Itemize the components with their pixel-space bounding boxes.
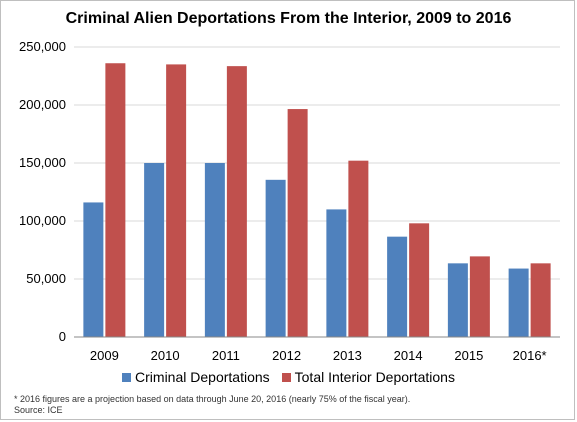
bar-total: [530, 263, 551, 337]
bar-total: [166, 64, 187, 338]
legend-swatch-criminal: [122, 372, 132, 382]
y-tick-label: 250,000: [19, 39, 66, 54]
x-tick-label: 2015: [454, 348, 483, 363]
bar-criminal: [387, 236, 408, 337]
legend-item-total: Total Interior Deportations: [281, 369, 455, 385]
bar-criminal: [83, 202, 104, 337]
x-tick-label: 2016*: [513, 348, 547, 363]
bar-criminal: [204, 163, 225, 337]
chart-title: Criminal Alien Deportations From the Int…: [65, 10, 512, 27]
footnote: * 2016 figures are a projection based on…: [14, 394, 410, 416]
y-tick-label: 0: [59, 329, 66, 344]
x-tick-label: 2009: [90, 348, 119, 363]
x-tick-label: 2012: [272, 348, 301, 363]
bar-total: [287, 109, 308, 337]
legend-label-criminal: Criminal Deportations: [135, 369, 270, 385]
bar-criminal: [144, 163, 165, 337]
legend: Criminal Deportations Total Interior Dep…: [0, 369, 577, 385]
bar-total: [226, 66, 247, 337]
x-tick-label: 2013: [333, 348, 362, 363]
bar-criminal: [447, 263, 468, 337]
bar-criminal: [326, 209, 347, 337]
bar-total: [469, 256, 490, 337]
y-tick-label: 200,000: [19, 97, 66, 112]
legend-label-total: Total Interior Deportations: [294, 369, 455, 385]
bar-total: [409, 223, 430, 337]
legend-swatch-total: [281, 372, 291, 382]
bar-criminal: [265, 179, 286, 337]
bar-criminal: [508, 268, 529, 337]
x-tick-label: 2011: [212, 348, 240, 363]
footnote-source: Source: ICE: [14, 405, 63, 415]
x-tick-label: 2014: [394, 348, 423, 363]
legend-item-criminal: Criminal Deportations: [122, 369, 270, 385]
y-tick-label: 100,000: [19, 213, 66, 228]
footnote-note: * 2016 figures are a projection based on…: [14, 394, 411, 404]
y-tick-label: 50,000: [26, 271, 66, 286]
bar-total: [105, 63, 126, 338]
bar-total: [348, 160, 369, 337]
y-tick-label: 150,000: [19, 155, 66, 170]
x-tick-label: 2010: [151, 348, 180, 363]
